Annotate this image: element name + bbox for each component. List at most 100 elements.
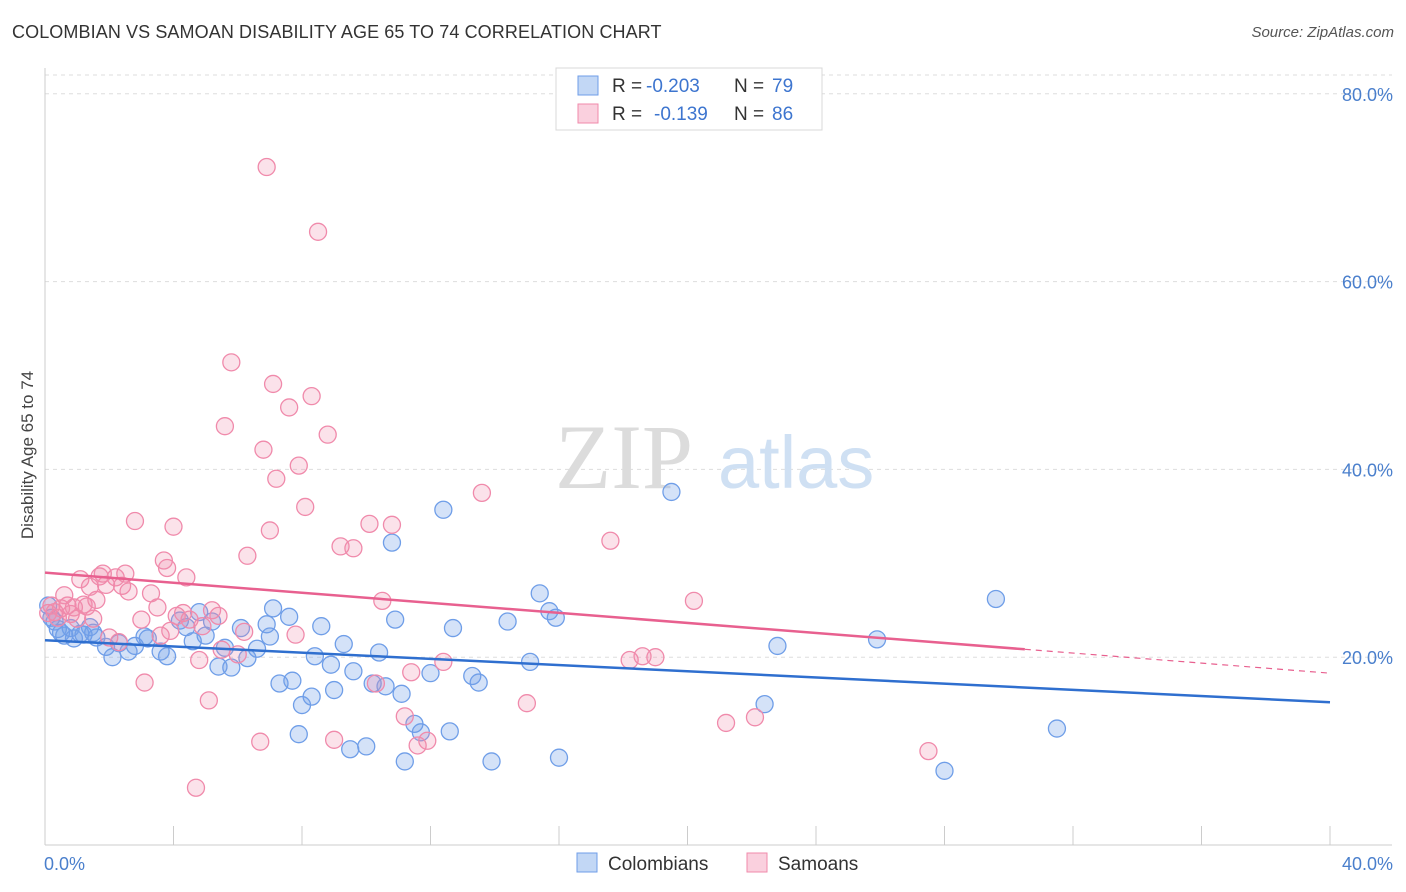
data-point-colombians <box>986 589 1006 609</box>
watermark-atlas: atlas <box>718 421 874 504</box>
data-point-colombians <box>421 664 440 683</box>
data-point-samoans <box>620 650 639 670</box>
data-point-samoans <box>919 741 938 761</box>
data-point-samoans <box>55 586 74 605</box>
data-point-colombians <box>369 643 389 662</box>
data-points <box>39 157 1067 797</box>
source-credit: Source: ZipAtlas.com <box>1251 24 1394 41</box>
data-point-colombians <box>469 673 488 692</box>
data-point-samoans <box>418 731 437 750</box>
data-point-colombians <box>549 748 569 767</box>
data-point-samoans <box>135 673 154 692</box>
tick-labels: 20.0% 40.0% 60.0% 80.0% 0.0% 40.0% <box>44 85 1393 874</box>
data-point-samoans <box>517 694 537 713</box>
axes <box>44 68 1392 846</box>
data-point-samoans <box>716 713 736 733</box>
data-point-colombians <box>302 687 321 706</box>
bottom-legend-swatch-samoans <box>746 852 768 873</box>
data-point-colombians <box>395 752 414 771</box>
data-point-samoans <box>296 497 315 517</box>
legend-n-value-2: 86 <box>772 104 793 125</box>
data-point-colombians <box>482 752 501 771</box>
data-point-samoans <box>254 440 273 459</box>
data-point-colombians <box>386 610 405 629</box>
data-point-colombians <box>443 618 463 638</box>
data-point-samoans <box>263 374 283 394</box>
data-point-colombians <box>263 599 283 618</box>
y-axis-label: Disability Age 65 to 74 <box>18 371 37 539</box>
data-point-samoans <box>222 353 241 372</box>
legend-box: R = -0.203 N = 79 R = -0.139 N = 86 <box>555 67 823 131</box>
data-point-samoans <box>302 386 321 406</box>
data-point-samoans <box>186 778 206 797</box>
data-point-samoans <box>251 732 270 751</box>
data-point-samoans <box>267 469 286 488</box>
y-tick-label: 40.0% <box>1342 460 1393 480</box>
data-point-samoans <box>132 610 151 629</box>
bottom-legend: Colombians Samoans <box>576 852 858 875</box>
data-point-colombians <box>434 500 453 519</box>
data-point-samoans <box>260 521 280 540</box>
data-point-samoans <box>87 590 106 610</box>
data-point-samoans <box>434 652 453 672</box>
data-point-colombians <box>312 617 331 636</box>
legend-n-value-1: 79 <box>772 76 793 97</box>
data-point-samoans <box>382 515 402 534</box>
bottom-legend-swatch-colombians <box>576 852 598 873</box>
data-point-samoans <box>193 617 212 636</box>
legend-r-value-1: -0.203 <box>646 76 700 97</box>
data-point-colombians <box>662 482 681 502</box>
watermark: ZIP atlas <box>555 406 874 508</box>
data-point-samoans <box>318 425 337 444</box>
data-point-samoans <box>84 609 103 628</box>
data-point-colombians <box>768 636 787 656</box>
legend-swatch-colombians <box>577 75 599 96</box>
data-point-samoans <box>286 625 305 644</box>
data-point-colombians <box>260 627 280 646</box>
data-point-colombians <box>382 533 402 552</box>
data-point-colombians <box>440 722 459 741</box>
x-tick-label-min: 0.0% <box>44 854 85 874</box>
data-point-samoans <box>684 591 704 611</box>
data-point-colombians <box>305 647 325 666</box>
data-point-samoans <box>324 730 344 749</box>
data-point-colombians <box>392 684 411 703</box>
data-point-colombians <box>530 584 549 603</box>
data-point-samoans <box>177 568 196 587</box>
data-point-samoans <box>289 456 308 475</box>
grid-lines <box>45 74 1392 658</box>
data-point-samoans <box>408 736 427 755</box>
data-point-samoans <box>373 591 392 611</box>
watermark-zip: ZIP <box>555 406 693 508</box>
chart-title: COLOMBIAN VS SAMOAN DISABILITY AGE 65 TO… <box>12 22 662 42</box>
data-point-colombians <box>279 607 299 626</box>
data-point-samoans <box>209 606 228 626</box>
data-point-samoans <box>190 650 209 670</box>
legend-r-label-1: R = <box>612 76 642 97</box>
data-point-colombians <box>289 725 308 744</box>
data-point-samoans <box>745 708 765 727</box>
data-point-samoans <box>344 539 363 558</box>
data-point-colombians <box>283 671 302 690</box>
data-point-samoans <box>100 628 119 647</box>
data-point-colombians <box>498 612 517 631</box>
data-point-samoans <box>125 511 145 531</box>
data-point-colombians <box>341 740 360 759</box>
data-point-colombians <box>1047 719 1067 738</box>
data-point-samoans <box>164 517 183 536</box>
trend-line-extension-samoans <box>1024 648 1331 674</box>
data-point-colombians <box>344 662 363 681</box>
data-point-samoans <box>646 648 665 667</box>
data-point-samoans <box>257 157 276 177</box>
data-point-colombians <box>324 680 344 700</box>
data-point-samoans <box>238 546 257 565</box>
trend-line-colombians <box>44 639 1331 704</box>
trend-lines <box>44 571 1331 704</box>
data-point-samoans <box>119 582 138 601</box>
data-point-colombians <box>755 694 774 714</box>
data-point-samoans <box>235 622 254 641</box>
data-point-samoans <box>215 417 235 436</box>
trend-line-samoans <box>44 571 1025 651</box>
data-point-samoans <box>308 222 328 241</box>
